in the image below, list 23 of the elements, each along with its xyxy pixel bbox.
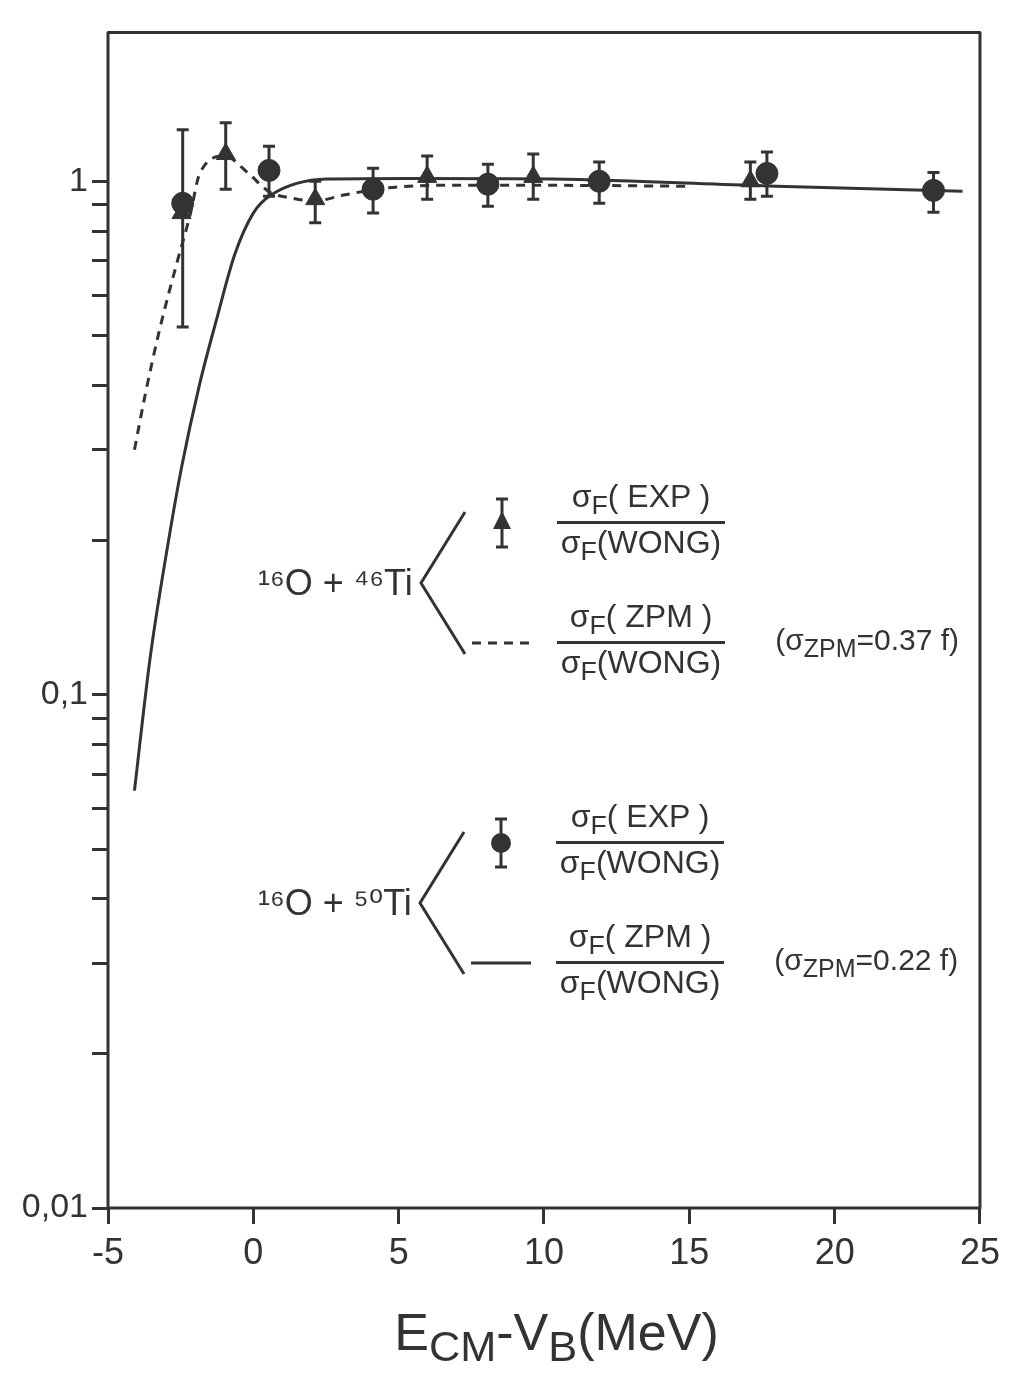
x-tick-label: 20 <box>814 1230 855 1272</box>
x-axis-title: E$_{CM}$-V$_{B}$(MeV) <box>393 1302 720 1372</box>
x-tick-label: 10 <box>523 1230 565 1272</box>
annotation: σ$_{F}$(WONG) <box>558 844 722 888</box>
x-tick-label: 25 <box>959 1230 1000 1272</box>
annotation: σ$_{F}$( ZPM ) <box>568 597 714 642</box>
annotation: (σ$_{ZPM}$=0.22 f) <box>774 942 959 983</box>
annotation: ¹⁶O + ⁴⁶Ti <box>258 561 413 604</box>
y-tick-label: 1 <box>69 159 88 198</box>
annotation: σ$_{F}$( ZPM ) <box>567 917 713 962</box>
annotation: σ$_{F}$( EXP ) <box>570 478 712 522</box>
x-tick-label: 15 <box>669 1230 710 1272</box>
annotation: σ$_{F}$(WONG) <box>559 524 723 568</box>
x-tick-label: 5 <box>388 1230 409 1272</box>
x-tick-label: 0 <box>243 1230 264 1272</box>
annotation: σ$_{F}$( EXP ) <box>569 798 711 842</box>
annotation: σ$_{F}$(WONG) <box>558 964 722 1008</box>
y-tick-label: 0,01 <box>21 1186 88 1225</box>
x-tick-label: -5 <box>91 1230 125 1272</box>
annotation: (σ$_{ZPM}$=0.37 f) <box>775 622 960 663</box>
annotation: ¹⁶O + ⁵⁰Ti <box>258 881 412 924</box>
y-tick-label: 0,1 <box>40 673 88 712</box>
annotation: σ$_{F}$(WONG) <box>559 644 723 688</box>
